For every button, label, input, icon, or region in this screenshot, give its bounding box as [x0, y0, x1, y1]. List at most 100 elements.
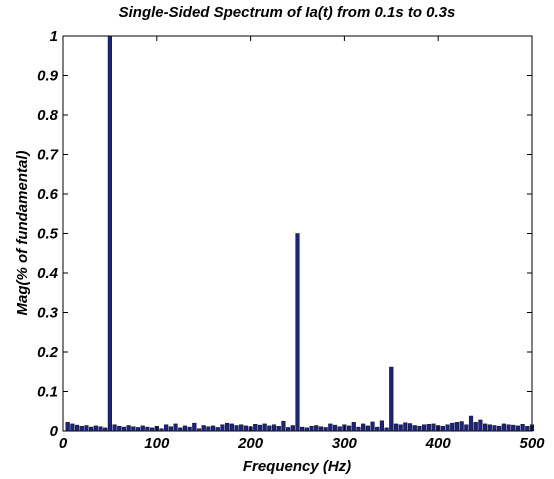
spectrum-bar: [150, 427, 155, 432]
spectrum-bar: [84, 425, 89, 432]
spectrum-bar: [229, 423, 234, 432]
spectrum-bar: [487, 424, 492, 432]
spectrum-bar: [398, 424, 403, 432]
y-tick-label: 0: [50, 423, 59, 440]
spectrum-bar: [164, 424, 169, 432]
spectrum-bar: [159, 428, 164, 432]
spectrum-bar: [225, 422, 230, 432]
spectrum-bar: [196, 428, 202, 432]
spectrum-bar: [173, 423, 178, 432]
spectrum-bar: [295, 233, 300, 432]
spectrum-bar: [290, 425, 295, 432]
spectrum-bar: [98, 426, 103, 432]
spectrum-bar: [445, 424, 450, 432]
spectrum-bar: [79, 426, 84, 432]
y-axis-ticks: 0 0.1 0.2 0.3 0.4 0.5 0.6 0.7 0.8 0.9 1: [37, 28, 532, 440]
x-tick-label: 100: [144, 435, 170, 452]
spectrum-bar: [300, 426, 305, 432]
spectrum-bar: [525, 426, 530, 432]
chart-title: Single-Sided Spectrum of Ia(t) from 0.1s…: [119, 4, 456, 21]
spectrum-bar: [107, 35, 112, 432]
spectrum-bar: [464, 424, 469, 432]
spectrum-bar: [347, 425, 352, 432]
spectrum-bar: [201, 425, 206, 432]
spectrum-bar: [140, 425, 145, 432]
spectrum-bar: [262, 423, 267, 432]
spectrum-bar: [70, 423, 75, 432]
y-tick-label: 0.2: [37, 344, 59, 361]
spectrum-bar: [337, 426, 342, 432]
spectrum-bar: [384, 427, 389, 432]
spectrum-bar: [192, 422, 197, 432]
spectrum-bar: [440, 426, 445, 432]
spectrum-bar: [276, 426, 281, 432]
spectrum-bar: [501, 423, 506, 432]
spectrum-bar: [473, 422, 478, 432]
y-tick-label: 0.6: [37, 186, 59, 203]
spectrum-bar: [389, 366, 394, 432]
spectrum-bar: [281, 420, 286, 432]
y-tick-label: 0.5: [37, 226, 59, 243]
y-tick-label: 0.7: [37, 147, 59, 164]
y-tick-label: 0.4: [37, 265, 59, 282]
spectrum-bar: [187, 426, 192, 432]
spectrum-bar: [65, 422, 70, 432]
spectrum-bar: [215, 427, 220, 432]
y-tick-label: 0.3: [37, 305, 59, 322]
y-tick-label: 0.9: [37, 68, 59, 85]
spectrum-bar: [131, 426, 136, 432]
spectrum-bar: [234, 425, 239, 432]
spectrum-bar: [112, 424, 117, 432]
spectrum-bar: [459, 421, 464, 432]
spectrum-bar: [412, 425, 417, 432]
spectrum-bar: [520, 424, 525, 432]
spectrum-bar: [121, 426, 127, 432]
spectrum-bar: [454, 422, 460, 432]
spectrum-bar: [370, 421, 375, 432]
spectrum-bar: [328, 423, 333, 432]
spectrum-bar: [422, 424, 427, 432]
spectrum-bar: [267, 425, 272, 432]
spectrum-bar: [379, 420, 384, 432]
spectrum-bar: [271, 424, 277, 432]
spectrum-bar: [178, 427, 183, 432]
spectrum-bar: [318, 426, 324, 432]
spectrum-bar: [332, 424, 338, 432]
spectrum-bar: [220, 424, 225, 432]
spectrum-bar: [243, 425, 248, 432]
spectrum-bar: [239, 424, 244, 432]
spectrum-bar: [515, 425, 520, 432]
x-axis-label: Frequency (Hz): [243, 458, 351, 475]
spectrum-bar: [407, 423, 413, 432]
spectrum-bar: [450, 422, 455, 432]
y-axis-label: Mag(% of fundamental): [14, 151, 31, 316]
spectrum-bar: [478, 419, 483, 432]
spectrum-bar: [257, 424, 263, 432]
spectrum-bar: [511, 424, 516, 432]
spectrum-bar: [89, 426, 94, 432]
x-tick-label: 500: [519, 435, 545, 452]
spectrum-bar: [304, 427, 309, 432]
spectrum-bar: [426, 424, 431, 432]
spectrum-bar: [417, 426, 422, 432]
spectrum-bar: [206, 426, 211, 432]
spectrum-bar: [356, 426, 361, 432]
y-tick-label: 1: [50, 28, 58, 45]
spectrum-bar: [351, 422, 356, 432]
spectrum-bar: [126, 425, 131, 432]
spectrum-bar: [117, 426, 122, 432]
spectrum-bar: [253, 424, 258, 432]
spectrum-bar: [145, 426, 150, 432]
y-tick-label: 0.8: [37, 107, 59, 124]
spectrum-bar: [506, 424, 511, 432]
x-tick-label: 200: [237, 435, 264, 452]
bar-series: [65, 35, 535, 432]
x-tick-label: 400: [425, 435, 452, 452]
spectrum-bar: [468, 415, 474, 432]
spectrum-bar: [93, 425, 98, 432]
spectrum-bar: [393, 423, 399, 432]
y-tick-label: 0.1: [37, 384, 58, 401]
spectrum-bar: [497, 426, 502, 432]
spectrum-bar: [323, 427, 328, 432]
